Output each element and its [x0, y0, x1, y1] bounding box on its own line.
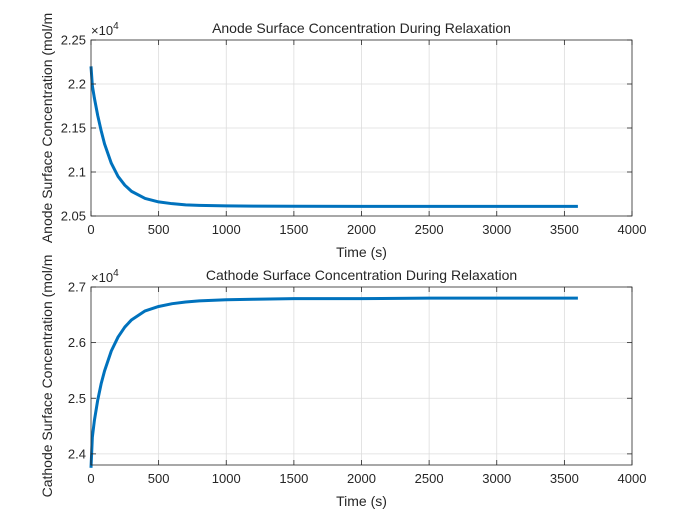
chart-anode: 0 500 1000 1500 2000 2500 3000 3500 4000 2.05 2.1 2…	[39, 13, 646, 260]
y-tick-label: 2.05	[61, 209, 86, 224]
chart-cathode: 0 500 1000 1500 2000 2500 3000 3500 4000 2.4 2.5 2.…	[39, 255, 646, 509]
x-tick-label: 4000	[618, 471, 647, 486]
x-tick-label: 2500	[415, 471, 444, 486]
x-tick-label: 4000	[618, 222, 647, 237]
x-tick-label: 3000	[482, 471, 511, 486]
x-tick-label: 500	[148, 471, 170, 486]
x-axis-label: Time (s)	[336, 244, 387, 260]
x-tick-label: 2500	[415, 222, 444, 237]
x-tick-label: 1500	[279, 222, 308, 237]
y-axis-label: Cathode Surface Concentration (mol/m	[39, 255, 55, 498]
x-tick-label: 1500	[279, 471, 308, 486]
x-tick-label: 1000	[212, 222, 241, 237]
chart-title: Cathode Surface Concentration During Rel…	[206, 267, 517, 283]
y-tick-label: 2.15	[61, 121, 86, 136]
y-tick-label: 2.2	[68, 77, 86, 92]
series-line	[89, 296, 578, 468]
x-tick-label: 2000	[347, 222, 376, 237]
x-tick-label: 0	[87, 222, 94, 237]
y-exponent-label: ×104	[91, 21, 119, 38]
x-tick-label: 500	[148, 222, 170, 237]
x-tick-label: 3000	[482, 222, 511, 237]
series-line	[89, 66, 578, 208]
y-tick-label: 2.7	[68, 280, 86, 295]
y-axis-label: Anode Surface Concentration (mol/m	[39, 13, 55, 243]
y-exponent-label: ×104	[91, 268, 119, 285]
chart-title: Anode Surface Concentration During Relax…	[212, 20, 511, 36]
y-tick-label: 2.5	[68, 391, 86, 406]
x-tick-label: 0	[87, 471, 94, 486]
y-tick-label: 2.1	[68, 165, 86, 180]
y-tick-label: 2.4	[68, 446, 86, 461]
x-tick-label: 2000	[347, 471, 376, 486]
x-axis-label: Time (s)	[336, 493, 387, 509]
x-tick-label: 3500	[550, 222, 579, 237]
x-tick-label: 1000	[212, 471, 241, 486]
y-tick-label: 2.6	[68, 335, 86, 350]
y-tick-label: 2.25	[61, 33, 86, 48]
x-tick-label: 3500	[550, 471, 579, 486]
